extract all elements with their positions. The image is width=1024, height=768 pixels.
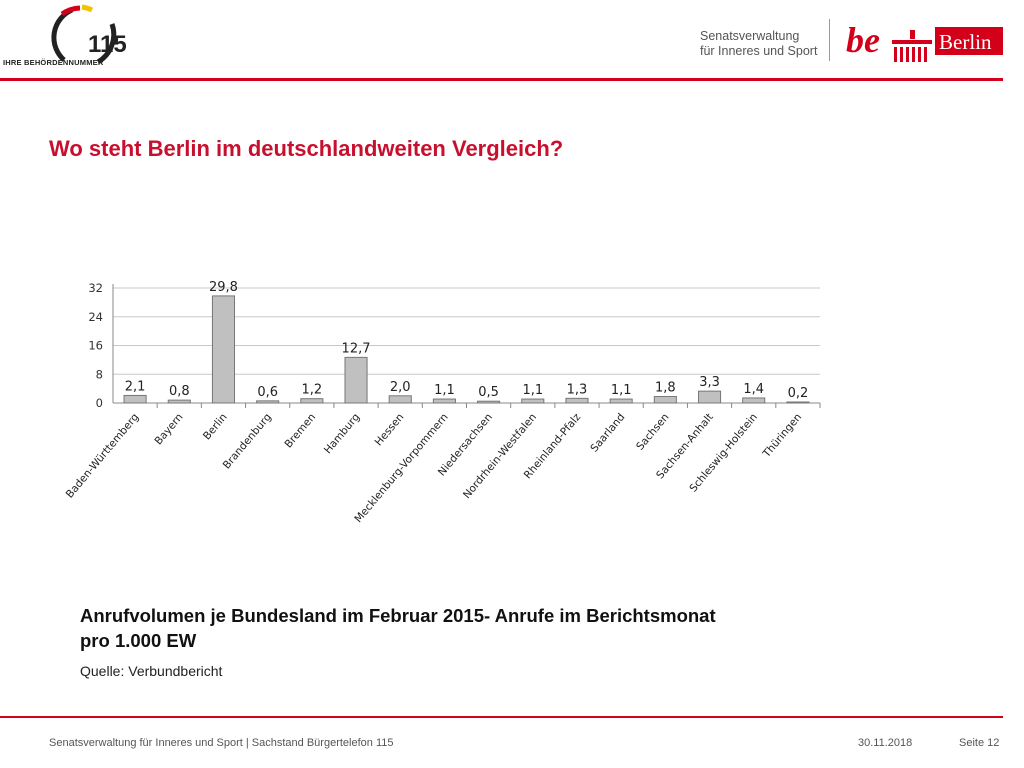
be-berlin-logo-icon: be Berlin xyxy=(846,20,1003,62)
data-label: 1,1 xyxy=(522,383,543,398)
bar xyxy=(697,390,722,404)
bar xyxy=(565,397,589,404)
caption-line2: pro 1.000 EW xyxy=(80,630,197,651)
x-tick-label: Hessen xyxy=(373,411,407,448)
chart-caption: Anrufvolumen je Bundesland im Februar 20… xyxy=(80,603,900,653)
data-label: 0,2 xyxy=(788,386,809,401)
data-label: 1,4 xyxy=(743,382,764,397)
bar xyxy=(256,400,280,404)
bar xyxy=(123,394,147,404)
data-label: 1,2 xyxy=(302,383,323,398)
header-separator xyxy=(829,19,830,61)
header-rule xyxy=(0,78,1003,81)
page-title: Wo steht Berlin im deutschlandweiten Ver… xyxy=(49,136,564,161)
x-tick-label: Mecklenburg-Vorpommern xyxy=(352,411,450,525)
bar-chart: 0 8 16 24 32 2,1 Baden-Württemberg 0,8 Bayern 29,… xyxy=(64,280,821,525)
data-label: 3,3 xyxy=(699,375,720,390)
x-tick-label: Brandenburg xyxy=(221,411,274,471)
y-tick-label: 24 xyxy=(88,310,103,324)
y-tick-label: 16 xyxy=(88,339,103,353)
bar xyxy=(477,400,501,404)
bar xyxy=(521,398,545,404)
data-label: 1,8 xyxy=(655,381,676,396)
bar xyxy=(211,295,236,404)
x-tick-label: Saarland xyxy=(588,411,627,454)
berlin-text: Berlin xyxy=(939,30,992,54)
department-name: Senatsverwaltung für Inneres und Sport xyxy=(700,29,820,59)
department-line2: für Inneres und Sport xyxy=(700,44,818,58)
x-tick-label: Thüringen xyxy=(760,411,804,460)
bar xyxy=(609,398,633,404)
data-label: 2,0 xyxy=(390,380,411,395)
data-label: 0,5 xyxy=(478,385,499,400)
bar xyxy=(300,398,324,404)
bar xyxy=(344,356,368,404)
x-tick-label: Sachsen xyxy=(634,411,672,453)
data-label: 0,6 xyxy=(257,385,278,400)
data-label: 12,7 xyxy=(342,341,371,356)
logo-number: 115 xyxy=(88,31,127,58)
bar xyxy=(653,396,677,404)
footer-rule xyxy=(0,716,1003,718)
y-tick-label: 32 xyxy=(88,281,103,295)
y-tick-label: 8 xyxy=(96,367,103,381)
bar xyxy=(786,401,810,404)
header: 115 IHRE BEHÖRDENNUMMER Senatsverwaltung… xyxy=(0,0,1024,82)
caption-line1: Anrufvolumen je Bundesland im Februar 20… xyxy=(80,605,716,626)
x-tick-label: Hamburg xyxy=(322,411,362,456)
x-tick-label: Bremen xyxy=(283,411,319,450)
logo-caption: IHRE BEHÖRDENNUMMER xyxy=(3,58,104,67)
data-label: 1,3 xyxy=(567,382,588,397)
bar xyxy=(432,398,456,404)
x-tick-label: Berlin xyxy=(201,411,230,442)
x-tick-label: Baden-Württemberg xyxy=(64,411,142,500)
bar xyxy=(388,395,412,404)
data-label: 29,8 xyxy=(209,280,238,295)
data-label: 1,1 xyxy=(434,383,455,398)
data-label: 1,1 xyxy=(611,383,632,398)
data-label: 0,8 xyxy=(169,384,190,399)
bar xyxy=(167,399,191,404)
footer-date: 30.11.2018 xyxy=(858,737,913,749)
footer-page-number: Seite 12 xyxy=(959,737,1000,749)
data-label: 2,1 xyxy=(125,379,146,394)
be-text: be xyxy=(846,20,880,60)
department-line1: Senatsverwaltung xyxy=(700,29,800,43)
footer-text: Senatsverwaltung für Inneres und Sport |… xyxy=(49,737,394,749)
bar xyxy=(742,397,766,404)
y-tick-label: 0 xyxy=(96,396,103,410)
x-tick-label: Bayern xyxy=(153,411,186,447)
x-tick-label: Nordrhein-Westfalen xyxy=(461,411,539,501)
chart-source: Quelle: Verbundbericht xyxy=(80,663,223,679)
115-logo-icon: 115 xyxy=(51,4,127,65)
